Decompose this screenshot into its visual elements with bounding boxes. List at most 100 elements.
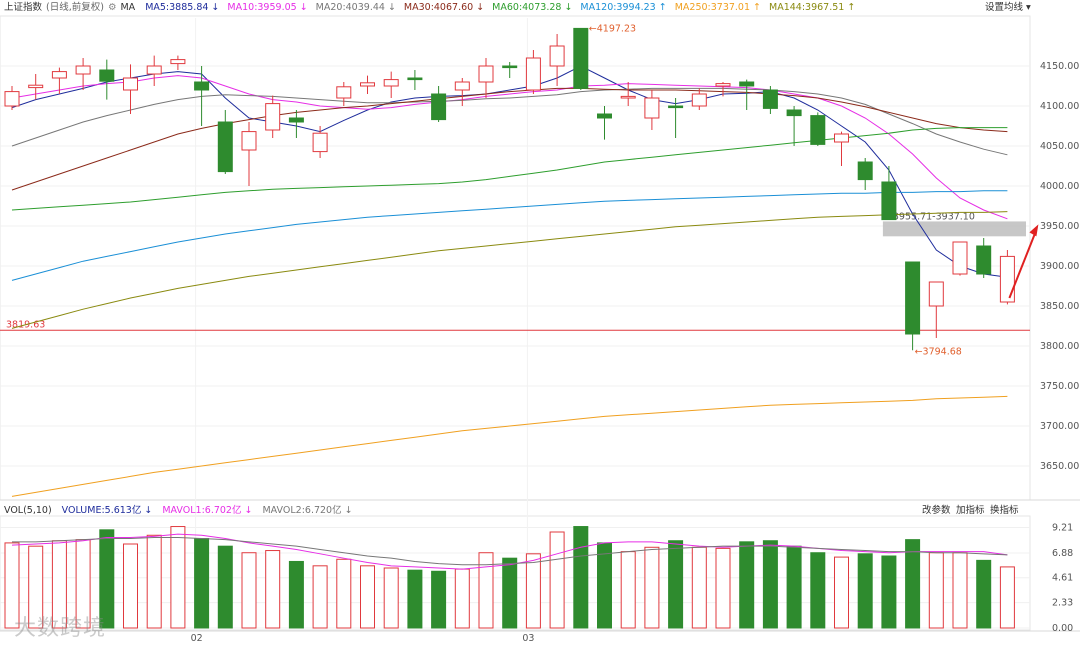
candle-body-3 (75, 65, 91, 75)
volume-bar-22 (525, 553, 541, 629)
volume-bar-16 (383, 567, 399, 629)
vol-legend-item-2: MAVOL2:6.720亿 ↓ (262, 505, 353, 516)
candle-body-37 (881, 181, 897, 221)
candle-body-14 (336, 86, 352, 99)
volume-bar-1 (28, 545, 44, 629)
candle-body-39 (928, 281, 944, 307)
price-tick-6: 3850.00 (1040, 301, 1079, 312)
volume-bar-14 (336, 558, 352, 629)
ma-settings-button[interactable]: 设置均线 ▾ (985, 0, 1031, 16)
candle-body-33 (786, 109, 802, 117)
volume-bar-9 (217, 545, 233, 629)
index-name: 上证指数 (4, 2, 43, 13)
gap-label: 3955.71-3937.10 (893, 211, 975, 222)
candle-body-10 (241, 131, 257, 151)
volume-legend-bar: VOL(5,10) VOLUME:5.613亿 ↓ MAVOL1:6.702亿 ↓ M… (0, 503, 1030, 519)
volume-bar-17 (407, 569, 423, 629)
price-tick-3: 4000.00 (1040, 181, 1079, 192)
candle-body-15 (360, 82, 375, 87)
vol-legend-item-0: VOLUME:5.613亿 ↓ (61, 505, 153, 516)
candle-body-8 (194, 81, 210, 91)
gap-box (882, 221, 1026, 237)
volume-bar-10 (241, 552, 257, 629)
candle-body-4 (99, 69, 115, 82)
ma-line-ma20 (11, 87, 1008, 156)
candle-body-0 (4, 91, 20, 107)
candle-body-16 (383, 79, 399, 87)
volume-tick-0: 9.21 (1052, 523, 1073, 534)
volume-bar-38 (905, 539, 921, 629)
volume-tick-1: 6.88 (1052, 548, 1073, 559)
ma-legend-item-7: MA144:3967.51 ↑ (769, 2, 856, 13)
trend-arrow-line (1008, 232, 1037, 299)
ma-legend-item-1: MA10:3959.05 ↓ (227, 2, 308, 13)
candle-body-23 (549, 45, 565, 67)
dropdown-icon: ▾ (1026, 2, 1031, 13)
price-tick-8: 3750.00 (1040, 381, 1079, 392)
ma-legend-bar: 上证指数 (日线,前复权) ⚙ MA MA5:3885.84 ↓ MA10:3959.05… (0, 0, 1080, 16)
ma-legend-item-6: MA250:3737.01 ↑ (674, 2, 761, 13)
price-tick-5: 3900.00 (1040, 261, 1079, 272)
candle-body-19 (454, 81, 470, 91)
candle-body-32 (762, 89, 778, 109)
volume-bar-40 (952, 552, 968, 629)
volume-bar-28 (668, 540, 684, 629)
ma-line-ma144 (11, 211, 1008, 329)
candle-body-28 (668, 105, 684, 109)
ma-values: MA5:3885.84 ↓ MA10:3959.05 ↓ MA20:4039.44 … (145, 2, 863, 13)
candle-body-31 (739, 81, 755, 87)
low-annotation: ←3794.68 (915, 346, 962, 357)
ma-legend-item-5: MA120:3994.23 ↑ (580, 2, 667, 13)
ma-line-ma30 (11, 87, 1008, 191)
vol-ma-line-mavol2 (12, 536, 1008, 566)
candle-body-41 (976, 245, 992, 275)
vol-legend-item-1: MAVOL1:6.702亿 ↓ (162, 505, 253, 516)
candle-body-5 (123, 77, 138, 91)
volume-bar-25 (597, 542, 612, 629)
month-label-1: 03 (522, 633, 534, 644)
candle-body-11 (265, 103, 281, 131)
switch-indicator-button[interactable]: 换指标 (990, 505, 1019, 516)
candle-body-7 (170, 59, 186, 65)
volume-bar-35 (834, 556, 849, 629)
ma-legend-item-2: MA20:4039.44 ↓ (315, 2, 396, 13)
gear-icon[interactable]: ⚙ (107, 2, 117, 13)
add-indicator-button[interactable]: 加指标 (956, 505, 985, 516)
vol-ma-line-mavol1 (11, 533, 1008, 570)
price-tick-0: 4150.00 (1040, 61, 1079, 72)
volume-bar-39 (928, 552, 944, 629)
candle-body-40 (952, 241, 968, 275)
volume-bar-27 (644, 546, 660, 629)
volume-tick-4: 0.00 (1052, 623, 1073, 634)
price-tick-9: 3700.00 (1040, 421, 1079, 432)
volume-bar-11 (265, 550, 281, 629)
volume-bar-32 (762, 540, 778, 629)
candle-body-20 (478, 65, 494, 83)
ma-legend-item-0: MA5:3885.84 ↓ (145, 2, 220, 13)
period-label: (日线,前复权) (46, 2, 104, 13)
ma-legend-item-4: MA60:4073.28 ↓ (492, 2, 573, 13)
candle-body-1 (28, 84, 44, 89)
volume-bar-4 (99, 529, 115, 629)
price-tick-1: 4100.00 (1040, 101, 1079, 112)
volume-bar-30 (715, 547, 731, 629)
volume-bar-36 (857, 553, 873, 629)
volume-bar-5 (123, 543, 138, 629)
volume-bar-34 (810, 552, 826, 629)
candle-body-35 (834, 133, 849, 143)
candle-body-2 (51, 71, 67, 79)
ma-legend-item-3: MA30:4067.60 ↓ (403, 2, 485, 13)
candle-body-24 (573, 27, 589, 89)
change-params-button[interactable]: 改参数 (922, 505, 951, 516)
volume-bar-33 (786, 545, 802, 629)
volume-bar-24 (573, 526, 589, 629)
candle-body-42 (999, 255, 1015, 303)
volume-bar-29 (691, 546, 707, 629)
price-tick-10: 3650.00 (1040, 461, 1079, 472)
ma-settings-label: 设置均线 (985, 2, 1024, 13)
volume-bar-13 (312, 565, 328, 629)
price-tick-2: 4050.00 (1040, 141, 1079, 152)
volume-bar-6 (146, 534, 162, 629)
candle-body-18 (431, 93, 447, 121)
